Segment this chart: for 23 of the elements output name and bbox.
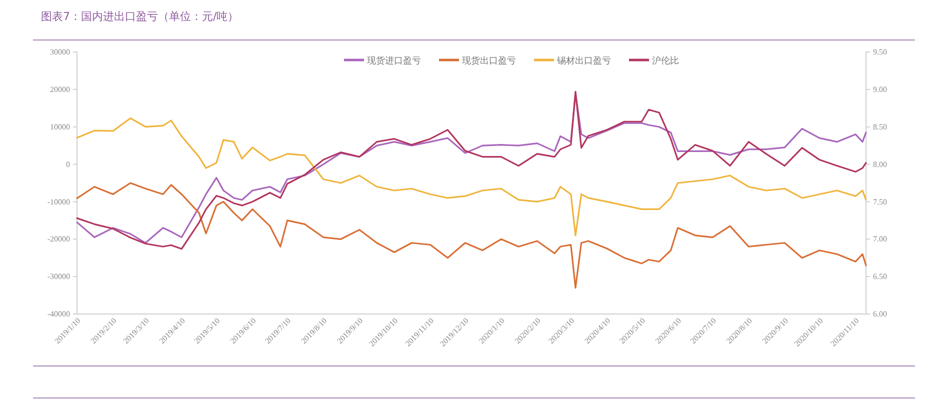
y2-tick-label: 6.50 <box>873 272 887 282</box>
line-series <box>76 182 867 289</box>
line-series <box>76 117 867 236</box>
y2-tick-label: 7.50 <box>873 197 887 206</box>
legend-label: 锡材出口盈亏 <box>556 56 611 66</box>
y-tick-label: 0 <box>66 160 70 169</box>
y-tick-label: 30000 <box>50 48 70 57</box>
y2-tick-label: 8.50 <box>873 122 887 132</box>
legend-label: 现货进口盈亏 <box>367 56 421 66</box>
chart-title: 图表7：国内进出口盈亏（单位：元/吨） <box>41 10 239 23</box>
y2-tick-label: 7.00 <box>873 234 887 244</box>
y2-tick-label: 9.50 <box>873 48 887 57</box>
y2-tick-label: 8.00 <box>873 160 887 169</box>
y-tick-label: -20000 <box>47 234 70 244</box>
legend-label: 现货出口盈亏 <box>462 56 516 66</box>
y2-tick-label: 9.00 <box>873 84 887 94</box>
y-tick-label: -30000 <box>47 272 70 282</box>
y-tick-label: -10000 <box>47 197 70 206</box>
y2-tick-label: 6.00 <box>873 310 887 319</box>
y-tick-label: 20000 <box>50 84 70 94</box>
legend-label: 沪伦比 <box>652 56 679 66</box>
y-tick-label: 10000 <box>50 122 70 132</box>
y-tick-label: -40000 <box>47 310 70 319</box>
